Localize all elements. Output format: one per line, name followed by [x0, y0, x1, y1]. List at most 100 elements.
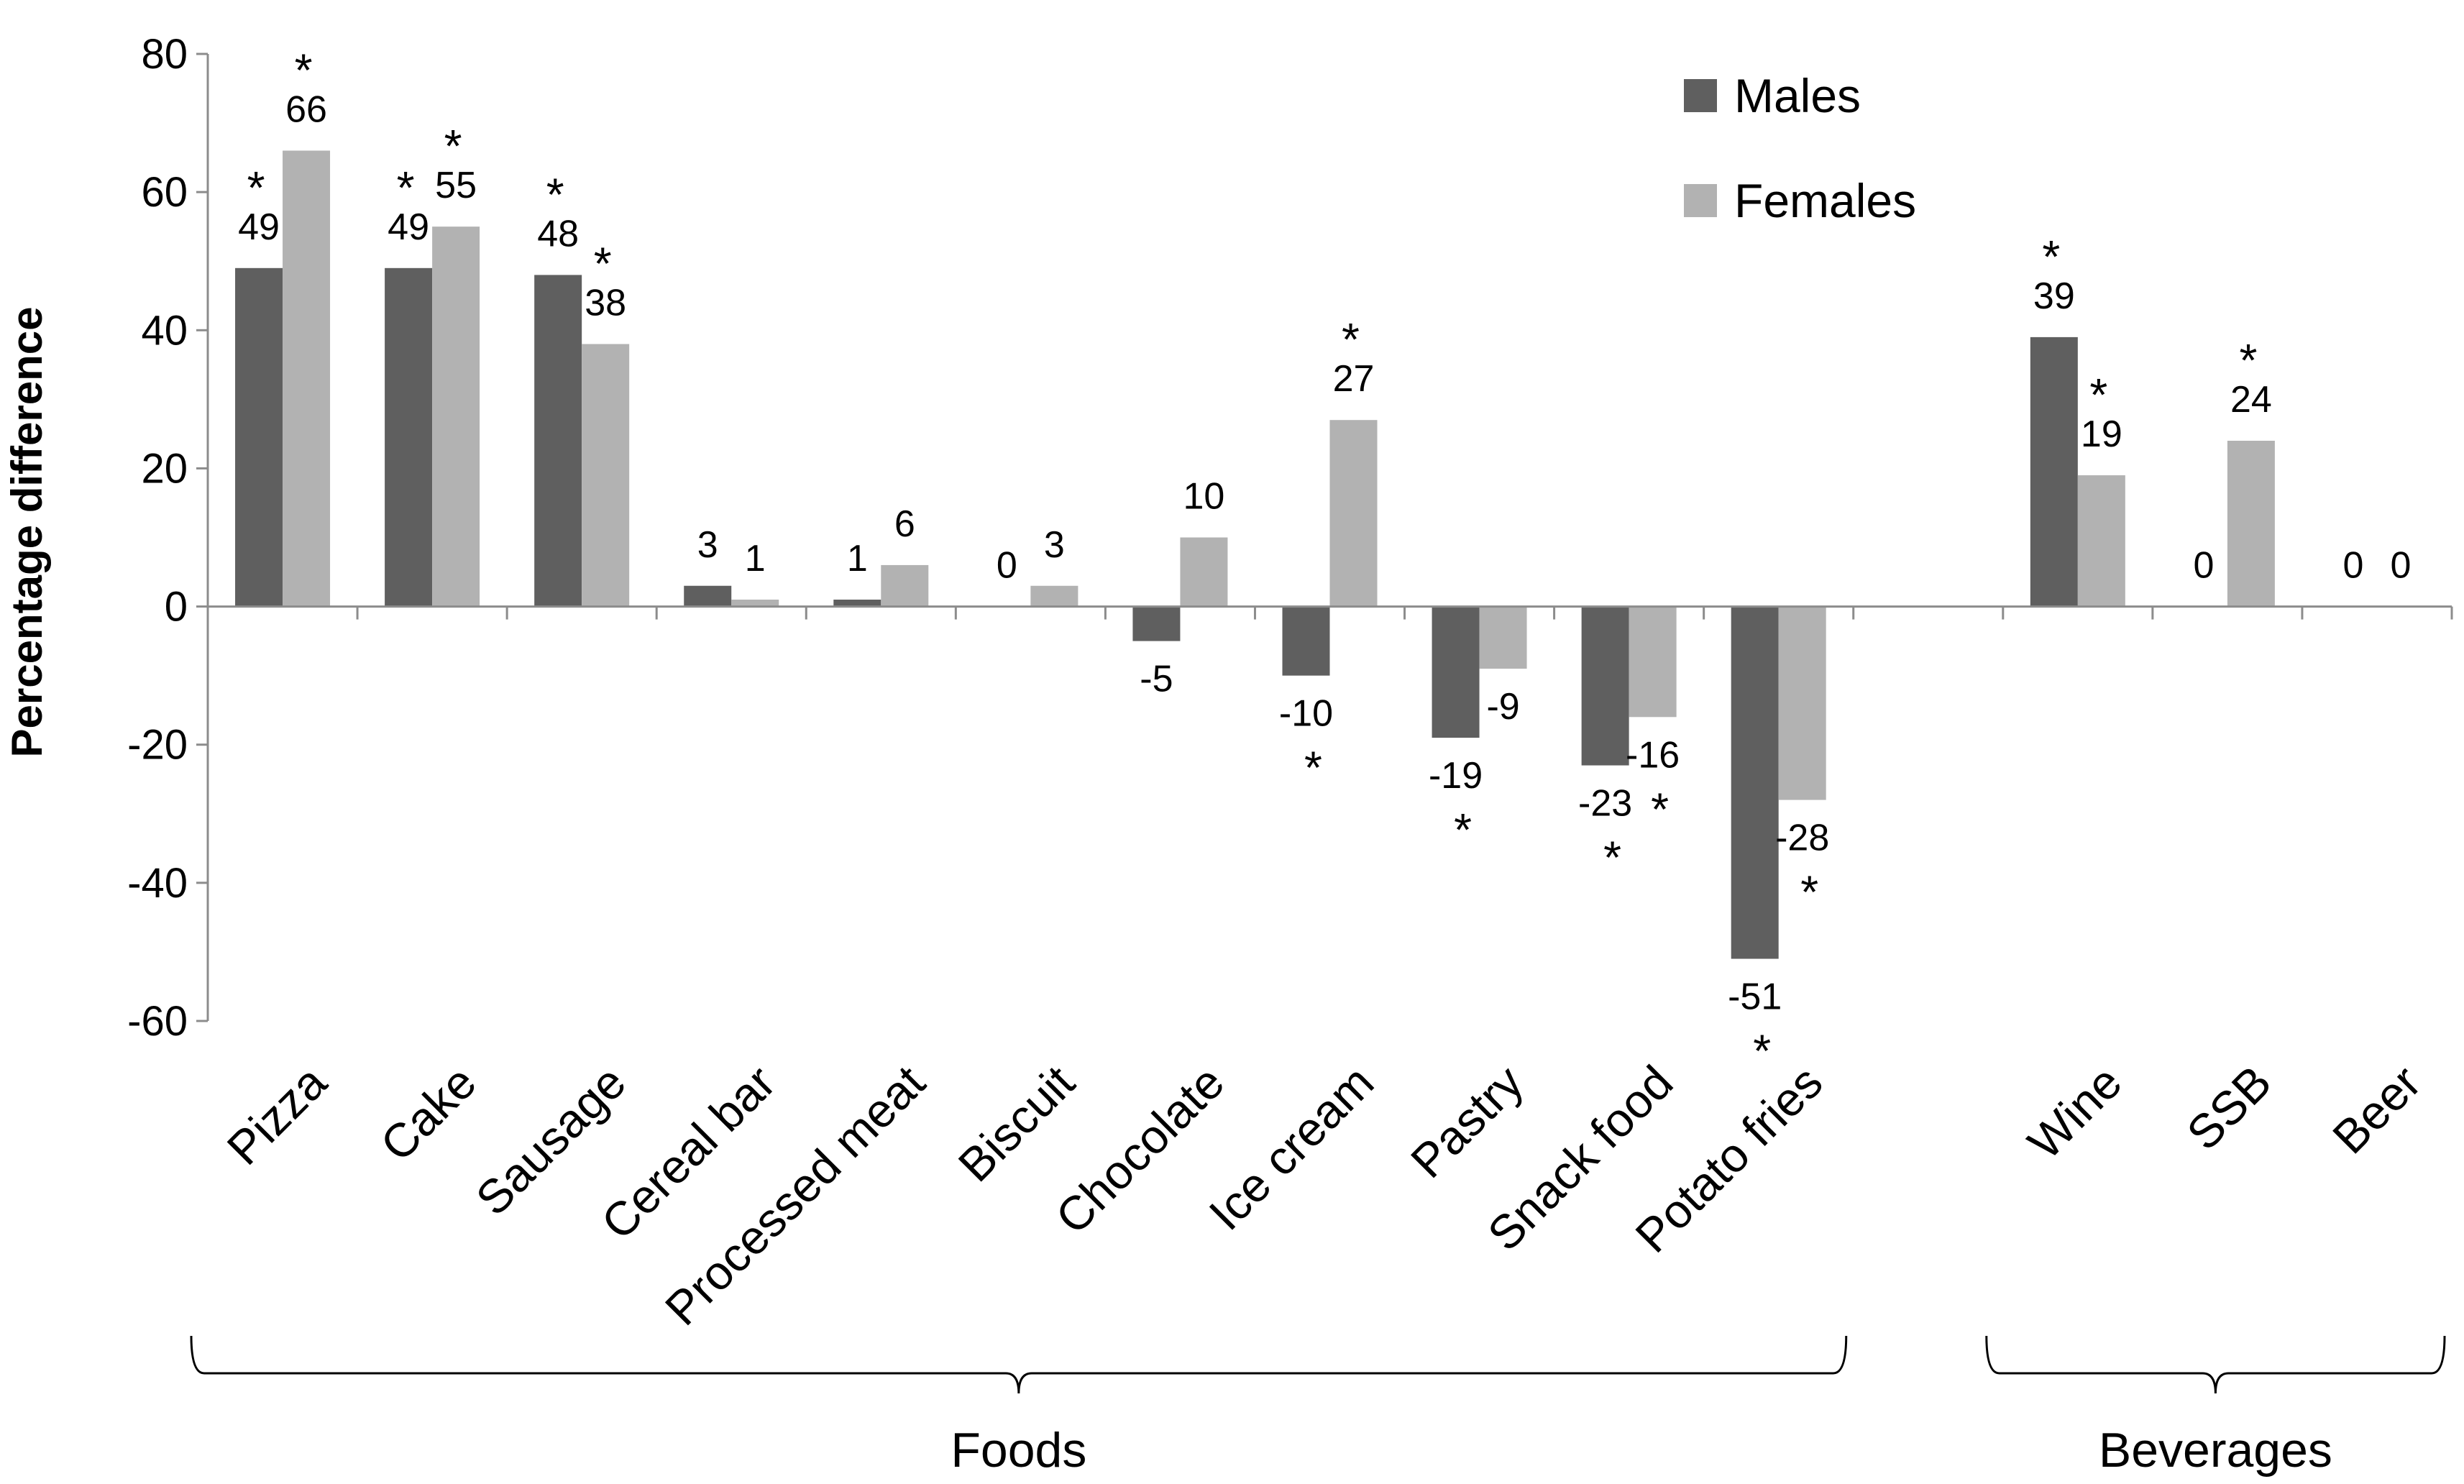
significance-star: *	[397, 162, 415, 214]
bar-females-pizza	[283, 150, 331, 607]
y-tick-label: -60	[127, 998, 188, 1045]
data-label: 6	[894, 503, 915, 545]
data-label: 39	[2033, 275, 2075, 317]
bracket-beverages	[1985, 1335, 2446, 1394]
bar-males-potato-fries	[1731, 606, 1779, 959]
data-label: -51	[1728, 976, 1782, 1018]
significance-star: *	[1304, 742, 1322, 794]
significance-star: *	[546, 168, 564, 220]
y-tick-label: 60	[141, 169, 188, 216]
bar-females-cake	[432, 226, 480, 607]
data-label: -16	[1626, 734, 1680, 776]
data-label: 24	[2230, 379, 2272, 421]
data-label: 55	[435, 165, 477, 206]
category-label: SSB	[2176, 1055, 2281, 1160]
bar-males-wine	[2030, 336, 2078, 607]
group-label-beverages: Beverages	[2099, 1423, 2332, 1478]
bar-females-biscuit	[1030, 585, 1078, 607]
significance-star: *	[2089, 369, 2107, 421]
category-label: Ice cream	[1199, 1055, 1383, 1240]
data-label: 27	[1333, 358, 1375, 400]
bracket-foods	[190, 1335, 1848, 1394]
bar-males-sausage	[534, 275, 582, 607]
significance-star: *	[444, 120, 462, 172]
significance-star: *	[247, 162, 265, 214]
significance-star: *	[1454, 804, 1472, 856]
data-label: 38	[585, 283, 626, 324]
y-tick-label: -40	[127, 860, 188, 907]
y-tick-label: -20	[127, 722, 188, 769]
significance-star: *	[1603, 832, 1621, 884]
significance-star: *	[2042, 231, 2060, 283]
data-labels: 49*49*48*3 1 0-5-10* -19*-23*-51*39*0 066*55…	[238, 45, 2411, 1077]
significance-star: *	[295, 45, 313, 96]
data-label: 19	[2081, 413, 2122, 455]
y-axis-title: Percentage difference	[3, 307, 51, 758]
data-label: 0	[2343, 545, 2364, 587]
bar-males-pastry	[1432, 606, 1480, 738]
bar-males-pizza	[235, 267, 283, 607]
legend-label-females: Females	[1734, 174, 1916, 227]
y-tick-label: 0	[165, 584, 188, 631]
data-label: -10	[1279, 693, 1333, 735]
bar-females-wine	[2077, 475, 2125, 607]
legend-swatch-females	[1684, 184, 1717, 217]
category-label: Pizza	[216, 1055, 336, 1175]
category-label: Pastry	[1401, 1055, 1534, 1188]
legend-swatch-males	[1684, 79, 1717, 112]
y-axis: 80 60 40 20 0 -20 -40 -60	[127, 31, 209, 1045]
bar-males-chocolate	[1132, 606, 1181, 641]
bar-females-chocolate	[1180, 537, 1228, 607]
group-brackets: Foods Beverages	[190, 1335, 2446, 1478]
legend-label-males: Males	[1734, 69, 1861, 122]
bar-females-processed-meat	[881, 564, 929, 607]
data-label: -23	[1578, 783, 1632, 825]
data-label: 66	[285, 89, 327, 131]
data-label: 1	[847, 538, 868, 580]
bar-females-ice-cream	[1329, 420, 1378, 607]
significance-star: *	[1342, 313, 1360, 365]
bar-females-potato-fries	[1778, 606, 1826, 800]
data-label: -5	[1140, 659, 1173, 700]
significance-star: *	[2239, 334, 2257, 386]
bar-females-ssb	[2227, 441, 2275, 607]
bar-females-pastry	[1479, 606, 1527, 669]
category-label: Processed meat	[655, 1055, 935, 1336]
x-axis	[206, 605, 2453, 620]
data-label: 49	[388, 206, 429, 248]
bar-males-ice-cream	[1282, 606, 1330, 676]
bar-females-sausage	[582, 344, 630, 607]
category-label: Wine	[2018, 1055, 2132, 1170]
bar-males-cereal-bar	[684, 585, 732, 607]
data-label: 10	[1183, 476, 1225, 518]
category-label: Biscuit	[948, 1055, 1084, 1192]
significance-star: *	[1753, 1025, 1771, 1077]
y-tick-label: 40	[141, 307, 188, 354]
y-tick-label: 20	[141, 445, 188, 492]
bar-males-cake	[385, 267, 433, 607]
data-label: 49	[238, 206, 280, 248]
data-label: 3	[1044, 524, 1065, 566]
y-tick-label: 80	[141, 31, 188, 78]
group-label-foods: Foods	[951, 1423, 1086, 1478]
data-label: -19	[1429, 755, 1483, 797]
data-label: 0	[2193, 545, 2214, 587]
category-label: Beer	[2322, 1055, 2431, 1164]
bar-females-snack-food	[1629, 606, 1677, 718]
data-label: 0	[2391, 545, 2412, 587]
bar-males-snack-food	[1581, 606, 1629, 766]
bar-males-processed-meat	[833, 599, 881, 607]
significance-star: *	[1651, 783, 1669, 835]
category-label: Cake	[370, 1055, 486, 1171]
significance-star: *	[594, 238, 612, 290]
data-label: 3	[697, 524, 718, 566]
significance-star: *	[1800, 866, 1818, 918]
data-label: 1	[745, 538, 766, 580]
data-label: -9	[1486, 686, 1519, 728]
data-label: 48	[537, 213, 579, 255]
bars	[235, 150, 2275, 959]
bar-females-cereal-bar	[731, 599, 779, 607]
legend: Males Females	[1684, 69, 1916, 227]
